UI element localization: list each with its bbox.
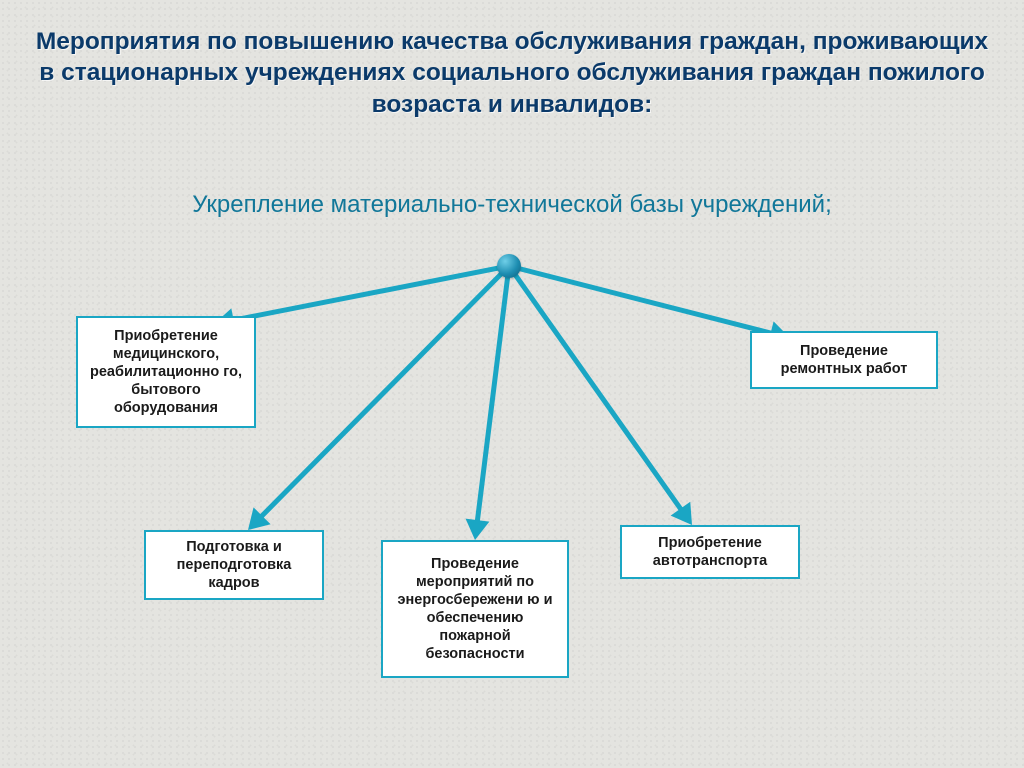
- node-energy: Проведение мероприятий по энергосбережен…: [381, 540, 569, 678]
- slide-title: Мероприятия по повышению качества обслуж…: [30, 26, 994, 120]
- slide-subtitle: Укрепление материально-технической базы …: [30, 190, 994, 220]
- hub-dot: [497, 254, 521, 278]
- node-transport: Приобретение автотранспорта: [620, 525, 800, 579]
- node-repairs: Проведение ремонтных работ: [750, 331, 938, 389]
- node-staff: Подготовка и переподготовка кадров: [144, 530, 324, 600]
- node-equip: Приобретение медицинского, реабилитацион…: [76, 316, 256, 428]
